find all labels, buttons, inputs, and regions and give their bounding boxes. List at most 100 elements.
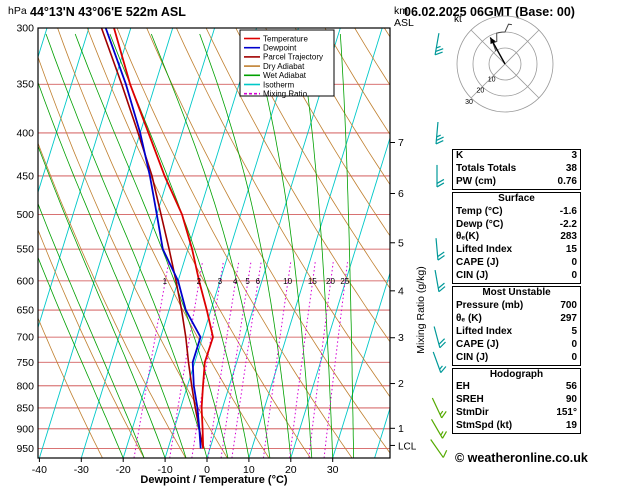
pressure-tick-label: 800 bbox=[16, 380, 34, 392]
km-tick-label: 7 bbox=[398, 137, 404, 149]
stat-row: SREH 90 bbox=[453, 394, 580, 407]
km-tick-label: 3 bbox=[398, 332, 404, 344]
parcel-trajectory-line bbox=[100, 28, 204, 449]
lcl-label: LCL bbox=[398, 441, 417, 452]
pressure-tick-label: 500 bbox=[16, 209, 34, 221]
stat-row: Dewp (°C) -2.2 bbox=[453, 219, 580, 232]
stat-value: 3 bbox=[571, 150, 577, 161]
legend-item-label: Dry Adiabat bbox=[263, 62, 305, 71]
stat-label: K bbox=[456, 150, 464, 161]
storm-motion-arrow bbox=[490, 37, 496, 45]
mixing-ratio-value: 10 bbox=[283, 277, 292, 286]
pressure-tick-label: 300 bbox=[16, 23, 34, 35]
legend-item-label: Isotherm bbox=[263, 80, 294, 89]
stat-value: 0 bbox=[571, 270, 577, 282]
stat-label: Pressure (mb) bbox=[456, 299, 524, 311]
stat-label: PW (cm) bbox=[456, 175, 496, 187]
stats-group: Surface Temp (°C) -1.6 Dewp (°C) -2.2 θₑ(K) 28… bbox=[452, 191, 581, 285]
stat-label: Lifted Index bbox=[456, 325, 513, 337]
hodo-ring-label: 30 bbox=[465, 99, 473, 106]
stat-label: Lifted Index bbox=[456, 244, 513, 256]
pressure-tick-label: 550 bbox=[16, 244, 34, 256]
stats-group: Most Unstable Pressure (mb) 700 θₑ (K) 297 Li… bbox=[452, 286, 581, 366]
pressure-tick-label: 900 bbox=[16, 423, 34, 435]
stat-label: StmDir bbox=[456, 407, 489, 419]
stat-value: 151° bbox=[556, 407, 577, 419]
stats-group: Hodograph EH 56 SREH 90 StmDir 151° StmSpd (kt)… bbox=[452, 367, 581, 435]
pressure-tick-label: 700 bbox=[16, 332, 34, 344]
stat-label: θₑ (K) bbox=[456, 312, 482, 324]
stat-row: Lifted Index 5 bbox=[453, 326, 580, 339]
stat-row: StmSpd (kt) 19 bbox=[453, 420, 580, 433]
run-date: 06.02.2025 06GMT (Base: 00) bbox=[404, 5, 575, 19]
stat-label: Temp (°C) bbox=[456, 205, 503, 217]
stat-value: 0.76 bbox=[557, 175, 577, 187]
pressure-tick-label: 350 bbox=[16, 79, 34, 91]
mixing-ratio-value: 25 bbox=[340, 277, 349, 286]
stats-group-title: Hodograph bbox=[489, 368, 544, 380]
stat-value: 0 bbox=[571, 257, 577, 269]
stat-label: CAPE (J) bbox=[456, 257, 499, 269]
skewt-chart: 1 2 3 4 5 6 10 15 20 2530035040045050055060065070… bbox=[8, 5, 448, 486]
temp-tick-label: 30 bbox=[327, 464, 339, 476]
km-tick-label: 1 bbox=[398, 423, 404, 435]
stat-value: 283 bbox=[560, 231, 577, 243]
stat-value: 5 bbox=[571, 325, 577, 337]
temp-tick-label: 0 bbox=[204, 464, 210, 476]
legend-item-label: Mixing Ratio bbox=[263, 90, 308, 99]
pressure-tick-label: 600 bbox=[16, 275, 34, 287]
hodo-ring-label: 20 bbox=[476, 88, 484, 95]
stat-row: StmDir 151° bbox=[453, 407, 580, 420]
asl-label: ASL bbox=[394, 17, 414, 29]
stat-label: θₑ(K) bbox=[456, 231, 480, 243]
stat-label: Dewp (°C) bbox=[456, 218, 504, 230]
hodo-unit-label: kt bbox=[454, 14, 462, 25]
stat-value: -2.2 bbox=[559, 218, 577, 230]
stat-row: Totals Totals 38 bbox=[453, 163, 580, 176]
stat-value: 19 bbox=[565, 420, 577, 432]
stat-label: CAPE (J) bbox=[456, 338, 499, 350]
plot-area: 1 2 3 4 5 6 10 15 20 25 bbox=[38, 28, 390, 458]
mixing-ratio-value: 2 bbox=[197, 277, 202, 286]
km-tick-label: 2 bbox=[398, 378, 404, 390]
mixing-ratio-value: 6 bbox=[256, 277, 261, 286]
stat-row: EH 56 bbox=[453, 381, 580, 394]
mixing-ratio-value: 5 bbox=[245, 277, 250, 286]
mixing-ratio-value: 15 bbox=[308, 277, 317, 286]
mixing-ratio-value: 1 bbox=[163, 277, 168, 286]
stat-value: 0 bbox=[571, 351, 577, 363]
stat-label: EH bbox=[456, 381, 470, 393]
pressure-tick-label: 650 bbox=[16, 305, 34, 317]
stat-row: CAPE (J) 0 bbox=[453, 339, 580, 352]
legend-item-label: Parcel Trajectory bbox=[263, 53, 323, 62]
pressure-unit-label: hPa bbox=[8, 5, 27, 17]
stat-value: 15 bbox=[565, 244, 577, 256]
stat-row: CIN (J) 0 bbox=[453, 352, 580, 365]
mixing-ratio-value: 20 bbox=[326, 277, 335, 286]
dewpoint-line bbox=[104, 28, 202, 449]
stat-row: Pressure (mb) 700 bbox=[453, 300, 580, 313]
stat-row: Lifted Index 15 bbox=[453, 244, 580, 257]
temperature-line bbox=[113, 28, 214, 449]
stats-panel: K 3 Totals Totals 38 PW (cm) 0.76 Surface Temp … bbox=[452, 149, 581, 436]
temp-tick-label: -20 bbox=[116, 464, 131, 476]
x-axis-title: Dewpoint / Temperature (°C) bbox=[140, 474, 288, 486]
km-tick-label: 5 bbox=[398, 237, 404, 249]
stats-group-title: Surface bbox=[498, 192, 535, 204]
temp-tick-label: 20 bbox=[285, 464, 297, 476]
hodo-ring-label: 10 bbox=[488, 76, 496, 83]
station-title: 44°13'N 43°06'E 522m ASL bbox=[30, 5, 186, 19]
km-tick-label: 6 bbox=[398, 188, 404, 200]
stat-label: SREH bbox=[456, 394, 484, 406]
stat-value: 297 bbox=[560, 312, 577, 324]
km-label: km bbox=[394, 5, 408, 17]
stat-value: 90 bbox=[565, 394, 577, 406]
legend-item-label: Wet Adiabat bbox=[263, 71, 307, 80]
legend-item-label: Dewpoint bbox=[263, 44, 297, 53]
stat-value: 56 bbox=[565, 381, 577, 393]
legend-item-label: Temperature bbox=[263, 34, 308, 43]
stats-group: K 3 Totals Totals 38 PW (cm) 0.76 bbox=[452, 149, 581, 190]
stat-value: -1.6 bbox=[559, 205, 577, 217]
stat-row: θₑ(K) 283 bbox=[453, 231, 580, 244]
